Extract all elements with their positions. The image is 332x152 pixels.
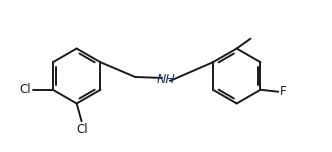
Text: NH: NH xyxy=(157,73,175,86)
Text: Cl: Cl xyxy=(77,123,88,136)
Text: Cl: Cl xyxy=(20,83,31,96)
Text: F: F xyxy=(280,85,287,98)
